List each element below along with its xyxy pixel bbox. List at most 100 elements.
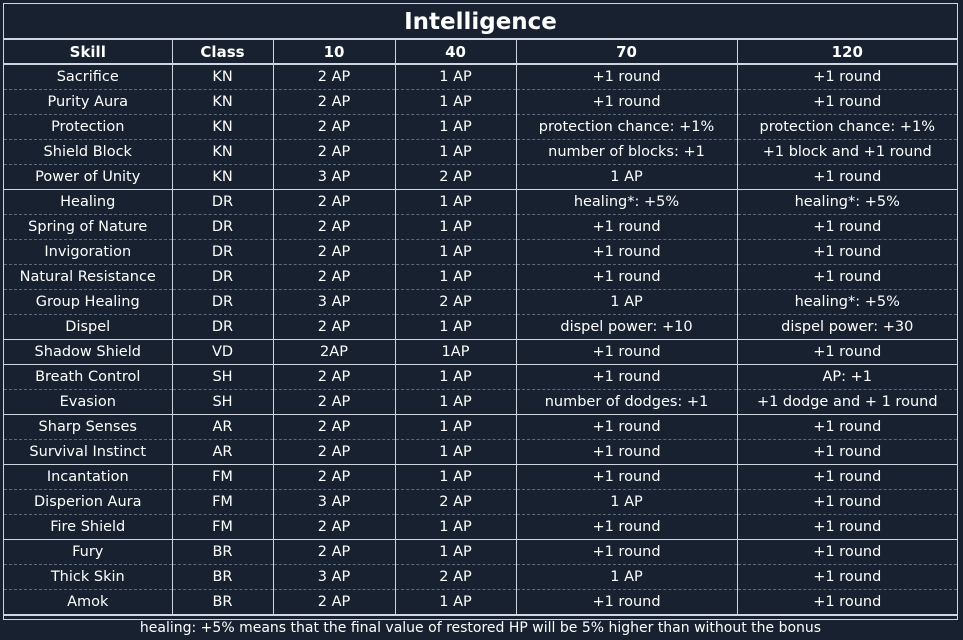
- cell-skill: Incantation: [4, 464, 173, 490]
- cell-skill: Evasion: [4, 389, 173, 415]
- table-row: Shadow Shield VD 2AP 1AP +1 round +1 round: [4, 339, 957, 365]
- cell-level-40: 1 AP: [395, 239, 517, 265]
- cell-level-70: protection chance: +1%: [516, 114, 738, 140]
- column-header-40: 40: [395, 40, 517, 65]
- cell-level-120: +1 round: [737, 64, 957, 90]
- cell-level-70: +1 round: [516, 439, 738, 465]
- cell-skill: Shadow Shield: [4, 339, 173, 365]
- cell-level-120: healing*: +5%: [737, 289, 957, 315]
- cell-level-10: 2 AP: [273, 239, 396, 265]
- cell-skill: Fire Shield: [4, 514, 173, 540]
- cell-level-70: +1 round: [516, 414, 738, 440]
- cell-level-120: +1 round: [813, 594, 882, 610]
- cell-level-40: 1 AP: [395, 364, 517, 390]
- cell-level-120: +1 round: [737, 489, 957, 515]
- cell-level-10: 2 AP: [273, 514, 396, 540]
- cell-level-40: 1 AP: [395, 414, 517, 440]
- cell-skill: Disperion Aura: [4, 489, 173, 515]
- cell-level-70: healing*: +5%: [516, 189, 738, 215]
- cell-class: FM: [172, 514, 274, 540]
- skills-table: Skill Class 10 40 70 120 Sacrifice KN 2 AP…: [4, 40, 957, 614]
- cell-skill: Fury: [4, 539, 173, 565]
- cell-level-120: +1 round: [737, 214, 957, 240]
- cell-level-70: 1 AP: [516, 289, 738, 315]
- table-row: Fury BR 2 AP 1 AP +1 round +1 round: [4, 539, 957, 565]
- cell-class: BR: [172, 564, 274, 590]
- cell-level-70: +1 round: [516, 89, 738, 115]
- cell-level-40: 1 AP: [395, 439, 517, 465]
- cell-class: KN: [172, 139, 274, 165]
- cell-level-70: dispel power: +10: [516, 314, 738, 340]
- header-row: Skill Class 10 40 70 120: [4, 40, 957, 65]
- cell-level-40: 2 AP: [395, 564, 517, 590]
- cell-level-40: 1 AP: [395, 314, 517, 340]
- cell-level-70: +1 round: [516, 339, 738, 365]
- table-row: Spring of Nature DR 2 AP 1 AP +1 round +1 rou…: [4, 214, 957, 240]
- table-row: Thick Skin BR 3 AP 2 AP 1 AP +1 round: [4, 564, 957, 590]
- cell-level-70: +1 round: [516, 214, 738, 240]
- cell-class: AR: [172, 414, 274, 440]
- cell-level-120: +1 round: [737, 239, 957, 265]
- cell-class: SH: [172, 364, 274, 390]
- table-row: Sacrifice KN 2 AP 1 AP +1 round +1 round: [4, 64, 957, 90]
- table-row: Invigoration DR 2 AP 1 AP +1 round +1 round: [4, 239, 957, 265]
- cell-level-120: +1 round: [737, 414, 957, 440]
- cell-level-70: +1 round: [516, 514, 738, 540]
- cell-class: DR: [172, 264, 274, 290]
- cell-level-40: 1AP: [395, 339, 517, 365]
- cell-level-40: 1 AP: [395, 464, 517, 490]
- table-row: Power of Unity KN 3 AP 2 AP 1 AP +1 round: [4, 164, 957, 190]
- cell-level-120: +1 round: [737, 439, 957, 465]
- cell-skill: Amok: [4, 589, 173, 614]
- cell-level-10: 3 AP: [273, 164, 396, 190]
- table-row: Natural Resistance DR 2 AP 1 AP +1 round +1 r…: [4, 264, 957, 290]
- cell-level-120: +1 round: [737, 164, 957, 190]
- cell-level-120: AP: +1: [737, 364, 957, 390]
- cell-level-120: +1 round: [737, 264, 957, 290]
- cell-skill: Sharp Senses: [4, 414, 173, 440]
- table-title: Intelligence: [4, 4, 957, 40]
- cell-level-120: +1 dodge and + 1 round: [737, 389, 957, 415]
- cell-level-10: 2 AP: [273, 189, 396, 215]
- cell-level-120: healing*: +5%: [737, 189, 957, 215]
- cell-skill: Healing: [4, 189, 173, 215]
- cell-level-10: 2 AP: [273, 464, 396, 490]
- cell-class: DR: [172, 289, 274, 315]
- cell-class: FM: [172, 489, 274, 515]
- cell-skill: Group Healing: [4, 289, 173, 315]
- cell-skill: Breath Control: [4, 364, 173, 390]
- table-row: Survival Instinct AR 2 AP 1 AP +1 round +1 ro…: [4, 439, 957, 465]
- cell-skill: Purity Aura: [4, 89, 173, 115]
- table-row: Sharp Senses AR 2 AP 1 AP +1 round +1 round: [4, 414, 957, 440]
- cell-level-40: 1 AP: [395, 64, 517, 90]
- column-header-120: 120: [737, 40, 957, 65]
- cell-class: VD: [172, 339, 274, 365]
- table-row: Amok BR 2 AP 1 AP +1 round +1 round: [4, 589, 957, 614]
- table-row: Protection KN 2 AP 1 AP protection chance: +…: [4, 114, 957, 140]
- cell-class: AR: [172, 439, 274, 465]
- cell-class: DR: [172, 214, 274, 240]
- cell-level-10: 2 AP: [273, 389, 396, 415]
- cell-level-70: number of blocks: +1: [516, 139, 738, 165]
- column-header-10: 10: [273, 40, 396, 65]
- cell-class: FM: [172, 464, 274, 490]
- cell-level-10: 3 AP: [273, 564, 396, 590]
- intelligence-table-panel: Intelligence Skill Class 10 40 70 120 Sa…: [3, 3, 958, 636]
- footnote: healing: +5% means that the final value …: [4, 614, 957, 639]
- cell-level-40: 1 AP: [395, 214, 517, 240]
- table-row: Incantation FM 2 AP 1 AP +1 round +1 round: [4, 464, 957, 490]
- cell-level-10: 2 AP: [273, 89, 396, 115]
- table-row: Group Healing DR 3 AP 2 AP 1 AP healing*: +5%: [4, 289, 957, 315]
- table-row: Evasion SH 2 AP 1 AP number of dodges: +1 +1 …: [4, 389, 957, 415]
- cell-level-70: +1 round: [516, 464, 738, 490]
- cell-level-10: 2 AP: [273, 314, 396, 340]
- cell-level-70: 1 AP: [516, 489, 738, 515]
- cell-level-120: +1 round: [737, 89, 957, 115]
- cell-skill: Power of Unity: [4, 164, 173, 190]
- cell-class: BR: [172, 539, 274, 565]
- cell-level-40: 1 AP: [395, 589, 517, 614]
- cell-level-40: 1 AP: [395, 189, 517, 215]
- cell-class: DR: [172, 314, 274, 340]
- cell-class: DR: [172, 189, 274, 215]
- cell-level-70: +1 round: [516, 264, 738, 290]
